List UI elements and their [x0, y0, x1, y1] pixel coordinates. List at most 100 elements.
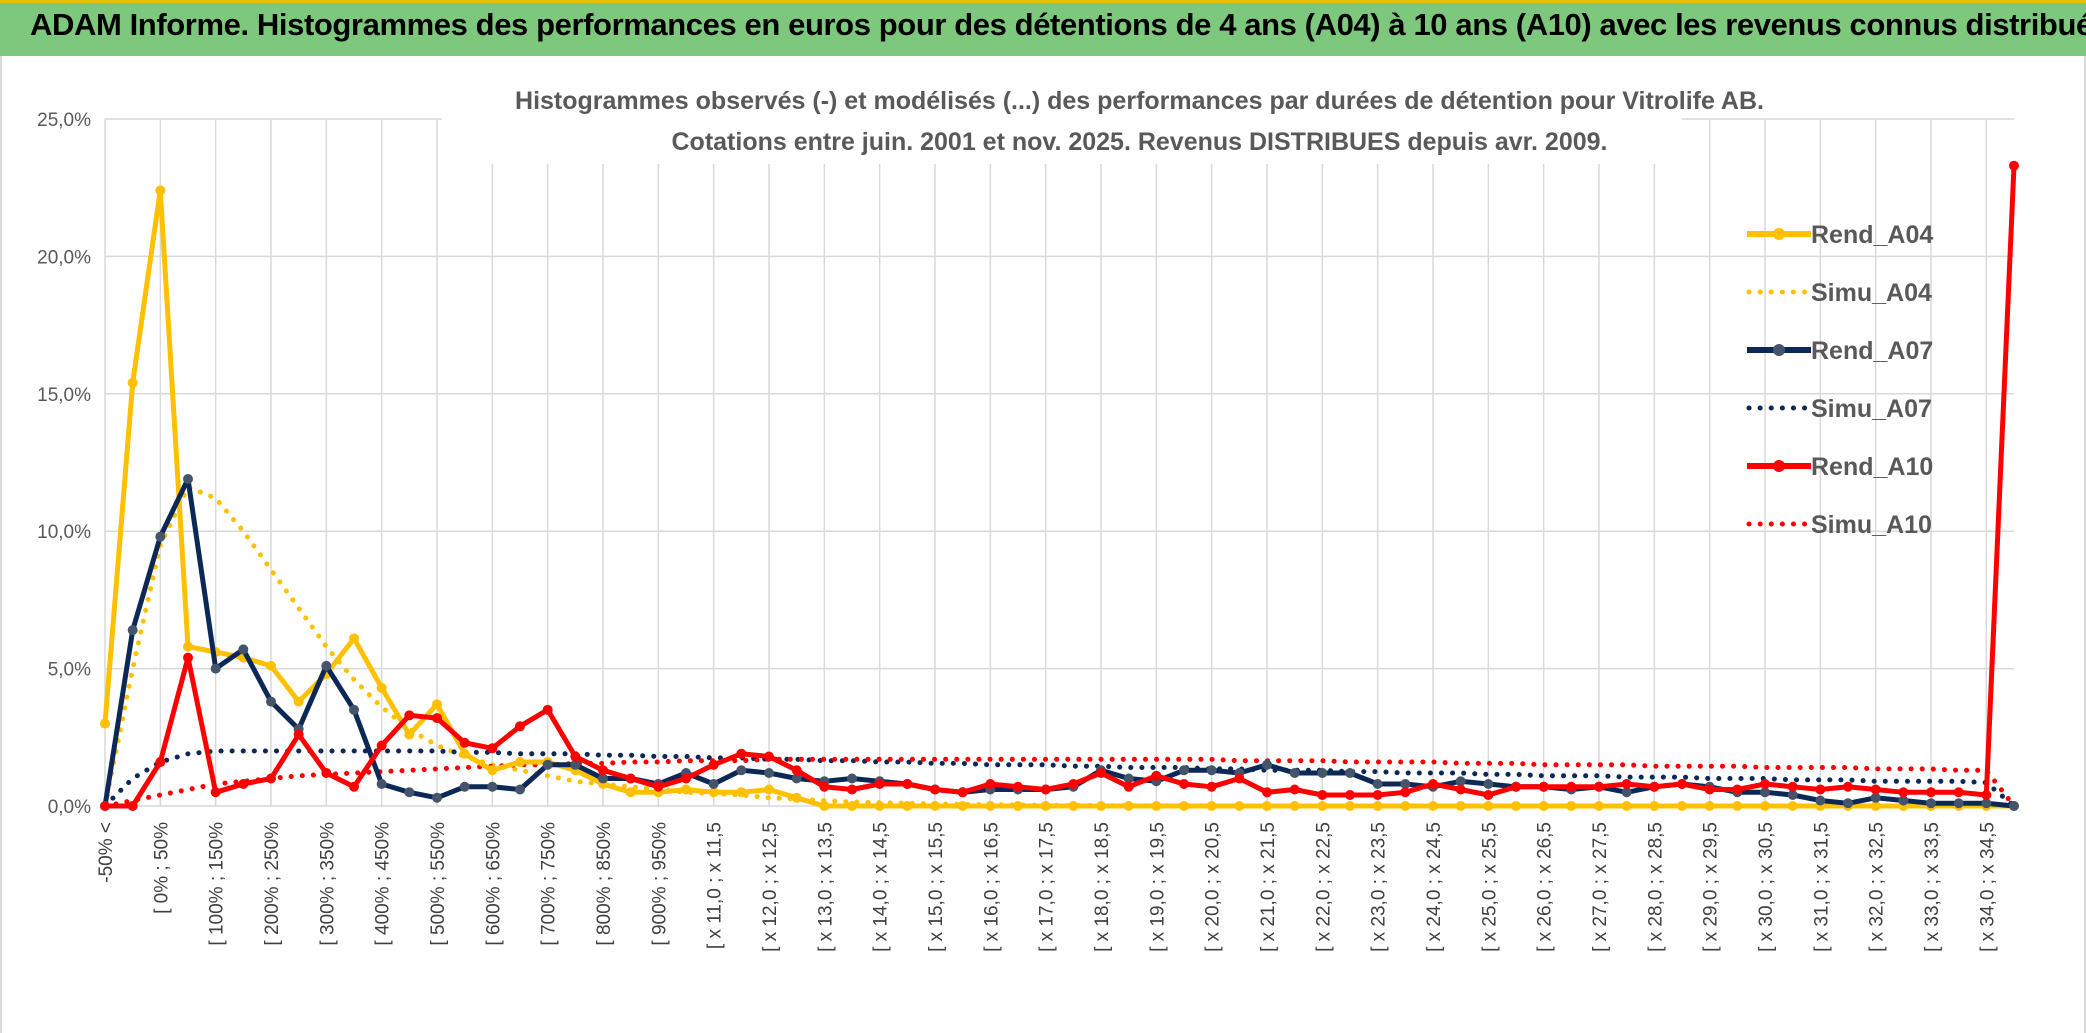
x-tick-label: [ x 11,0 ; x 11,5: [705, 822, 726, 949]
legend-label: Rend_A07: [1811, 337, 1933, 365]
legend-item: Simu_A07: [1746, 395, 1932, 423]
series-rend-a10: [100, 160, 2019, 811]
data-point: [1123, 781, 1134, 792]
data-point: [238, 644, 249, 655]
data-point: [1068, 801, 1079, 811]
data-point: [183, 641, 193, 652]
data-point: [791, 773, 802, 784]
y-tick-label: 5,0%: [48, 660, 91, 681]
x-tick-label: [ 900% ; 950%: [649, 822, 670, 946]
y-tick-label: 0,0%: [48, 797, 91, 818]
data-point: [155, 531, 166, 542]
data-point: [1815, 784, 1826, 795]
data-point: [957, 801, 968, 811]
data-point: [2009, 160, 2019, 171]
data-point: [570, 759, 581, 770]
data-point: [127, 625, 138, 636]
data-point: [1926, 798, 1936, 809]
data-point: [459, 781, 470, 792]
legend-marker: [1773, 460, 1785, 472]
legend-item: Rend_A07: [1747, 337, 1933, 365]
data-point: [1262, 759, 1272, 770]
data-point: [1621, 787, 1632, 798]
title-background: [442, 78, 1682, 164]
data-point: [321, 768, 332, 779]
data-point: [570, 751, 581, 762]
x-tick-label: [ 600% ; 650%: [483, 822, 504, 946]
data-point: [930, 784, 940, 795]
data-point: [183, 473, 193, 484]
data-point: [708, 759, 719, 770]
data-point: [266, 696, 276, 707]
x-tick-label: [ x 31,0 ; x 31,5: [1811, 822, 1832, 952]
data-point: [708, 787, 719, 798]
x-tick-label: [ x 16,0 ; x 16,5: [981, 822, 1002, 952]
data-point: [1677, 779, 1687, 790]
data-point: [1289, 784, 1300, 795]
data-point: [819, 801, 830, 811]
data-point: [1262, 787, 1272, 798]
x-tick-label: [ 800% ; 850%: [594, 822, 615, 946]
data-point: [432, 713, 442, 724]
data-point: [1677, 801, 1687, 811]
data-point: [1455, 776, 1466, 787]
legend-label: Rend_A10: [1811, 453, 1933, 481]
data-point: [1123, 773, 1134, 784]
x-tick-label: [ x 20,0 ; x 20,5: [1203, 822, 1224, 952]
data-point: [985, 779, 996, 790]
data-point: [1345, 768, 1355, 779]
data-point: [1566, 781, 1577, 792]
data-point: [1953, 787, 1964, 798]
data-point: [1428, 779, 1438, 790]
data-point: [1483, 801, 1494, 811]
data-point: [930, 801, 940, 811]
data-point: [1981, 798, 1992, 809]
data-point: [432, 792, 442, 803]
data-point: [1787, 801, 1798, 811]
x-tick-label: [ x 34,0 ; x 34,5: [1977, 822, 1998, 952]
data-point: [1898, 787, 1909, 798]
data-point: [487, 765, 498, 776]
data-point: [1760, 779, 1770, 790]
data-point: [1760, 787, 1770, 798]
data-point: [1621, 779, 1632, 790]
data-point: [1289, 768, 1300, 779]
data-point: [1317, 790, 1328, 801]
data-point: [432, 699, 442, 710]
data-point: [1787, 781, 1798, 792]
gridlines: [104, 118, 2014, 807]
data-point: [1732, 784, 1743, 795]
data-point: [349, 704, 359, 715]
data-point: [874, 801, 885, 811]
x-tick-label: [ x 24,0 ; x 24,5: [1424, 822, 1445, 952]
data-point: [127, 377, 138, 388]
x-tick-label: [ x 23,0 ; x 23,5: [1369, 822, 1390, 952]
data-point: [1206, 801, 1217, 811]
data-point: [1538, 801, 1549, 811]
data-point: [1538, 781, 1549, 792]
x-tick-label: [ x 25,0 ; x 25,5: [1479, 822, 1500, 952]
data-point: [598, 765, 608, 776]
data-point: [1151, 770, 1162, 781]
data-point: [625, 773, 636, 784]
legend-item: Rend_A10: [1747, 453, 1933, 481]
data-point: [1649, 801, 1660, 811]
x-tick-label: [ x 19,0 ; x 19,5: [1147, 822, 1168, 952]
data-point: [1345, 790, 1355, 801]
y-axis-ticks: 0,0% 5,0% 10,0% 15,0% 20,0% 25,0%: [37, 110, 91, 818]
series-line: [102, 748, 2017, 809]
legend-item: Simu_A04: [1746, 279, 1932, 307]
data-point: [1096, 801, 1106, 811]
legend-label: Rend_A04: [1811, 221, 1933, 249]
data-point: [681, 784, 691, 795]
data-point: [1206, 765, 1217, 776]
data-point: [487, 743, 498, 754]
series-line: [102, 484, 2017, 809]
y-tick-label: 15,0%: [37, 385, 91, 406]
data-point: [404, 787, 415, 798]
data-point: [1372, 801, 1383, 811]
data-point: [1787, 790, 1798, 801]
data-point: [985, 801, 996, 811]
data-point: [238, 779, 249, 790]
data-point: [1621, 801, 1632, 811]
